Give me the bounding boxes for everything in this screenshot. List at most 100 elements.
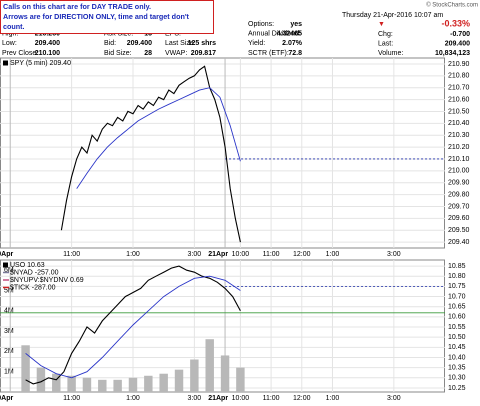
y-tick-label: 210.40 [448, 120, 470, 127]
panel-frame [0, 57, 445, 249]
y-tick-label: 10.40 [448, 354, 466, 361]
y2-tick-label: 4M [4, 308, 14, 315]
y-tick-label: 210.00 [448, 168, 470, 175]
field-label: Bid Size: [104, 50, 132, 57]
x-tick-label: 21Apr [208, 251, 228, 258]
volume-bar [236, 367, 245, 392]
field-value: 210.250 [35, 31, 60, 38]
field-value: yes [290, 21, 302, 28]
volume-bar [67, 375, 76, 392]
x-tick-label: 3:00 [188, 251, 202, 258]
volume-bar [98, 379, 107, 392]
y-tick-label: 10.75 [448, 283, 466, 290]
field-value: 13 [144, 31, 152, 38]
x-tick-label: 3:00 [387, 395, 401, 402]
volume-bar [174, 369, 184, 392]
y-tick-label: 10.55 [448, 324, 466, 331]
legend-label: USO 10.63 [10, 262, 45, 269]
field-value: 209.400 [445, 41, 470, 48]
field-value: -0.700 [450, 31, 470, 38]
y-tick-label: 10.80 [448, 273, 466, 280]
copyright: © StockCharts.com [426, 2, 478, 9]
volume-bar [36, 367, 46, 392]
x-tick-label: 1:00 [126, 251, 140, 258]
field-value: 10,834,123 [435, 50, 470, 57]
volume-bar [144, 375, 153, 392]
y2-tick-label: 5M [4, 287, 14, 294]
volume-bar [113, 379, 122, 392]
field-label: SCTR (ETF): [248, 50, 289, 57]
y2-tick-label: 1M [4, 369, 14, 376]
y-tick-label: 210.30 [448, 132, 470, 139]
legend-label: $NYUPV:$NYDNV 0.69 [10, 277, 84, 284]
y-tick-label: 209.40 [448, 239, 470, 246]
y-tick-label: 209.80 [448, 191, 470, 198]
volume-bar [21, 345, 30, 392]
volume-bar [128, 377, 138, 392]
field-value: 210.100 [35, 50, 60, 57]
y-tick-label: 209.60 [448, 215, 470, 222]
y-tick-label: 10.60 [448, 314, 466, 321]
field-value: 209.400 [35, 40, 60, 47]
field-label: Bid: [104, 40, 116, 47]
field-label: Last: [378, 41, 393, 48]
field-label: Options: [248, 21, 274, 28]
volume-bar [205, 339, 214, 392]
y-tick-label: 10.45 [448, 344, 466, 351]
field-label: Yield: [248, 40, 265, 47]
change-pct: -0.33% [441, 18, 470, 28]
field-label: Low: [2, 40, 17, 47]
field-value: 28 [144, 50, 152, 57]
y-tick-label: 10.35 [448, 364, 466, 371]
x-tick-label: 11:00 [63, 395, 80, 402]
legend-swatch [3, 262, 8, 268]
x-tick-label: 11:00 [63, 251, 80, 258]
series-line [60, 65, 241, 243]
field-label: Volume: [378, 50, 403, 57]
field-label: EPS: [165, 31, 181, 38]
field-value: 72.8 [288, 50, 302, 57]
down-arrow: ▼ [378, 21, 385, 28]
volume-bar [190, 359, 199, 392]
legend-label: SPY (5 min) 209.40 [10, 60, 71, 67]
volume-bar [220, 355, 230, 392]
field-label: Last Size: [165, 40, 196, 47]
series-line [76, 87, 241, 189]
field-label: VWAP: [165, 50, 187, 57]
field-label: Prev Close: [2, 50, 38, 57]
y-tick-label: 210.90 [448, 61, 470, 68]
x-tick-label: 1:00 [326, 395, 340, 402]
y-tick-label: 10.30 [448, 375, 466, 382]
notice: Calls on this chart are for DAY TRADE on… [0, 0, 214, 34]
volume-bar [159, 373, 168, 392]
x-tick-label: 20Apr [0, 395, 14, 402]
x-tick-label: 12:00 [293, 251, 311, 258]
x-tick-label: 3:00 [387, 251, 401, 258]
x-tick-label: 11:00 [263, 251, 280, 258]
field-label: High: [2, 31, 18, 38]
volume-bar [82, 377, 92, 392]
field-label: Chg: [378, 31, 393, 38]
notice-line: Arrows are for DIRECTION ONLY, time and … [3, 12, 189, 31]
notice-line: Calls on this chart are for DAY TRADE on… [3, 2, 152, 11]
x-tick-label: 12:00 [293, 395, 311, 402]
field-value: 2.07% [282, 40, 303, 47]
y-tick-label: 210.80 [448, 73, 470, 80]
y2-tick-label: 2M [4, 348, 14, 355]
y-tick-label: 210.70 [448, 85, 470, 92]
y-tick-label: 209.50 [448, 227, 470, 234]
y-tick-label: 209.90 [448, 180, 470, 187]
y-tick-label: 10.70 [448, 293, 466, 300]
y-tick-label: 210.50 [448, 108, 470, 115]
y-tick-label: 209.70 [448, 203, 470, 210]
y-tick-label: 10.50 [448, 334, 466, 341]
x-tick-label: 21Apr [208, 395, 228, 402]
field-label: Annual Dividend: [248, 31, 301, 38]
field-value: 4.32465 [277, 31, 302, 38]
x-tick-label: 11:00 [263, 395, 280, 402]
date: Thursday 21-Apr-2016 10:07 am [342, 12, 443, 19]
x-tick-label: 1:00 [126, 395, 140, 402]
legend-swatch [3, 60, 8, 66]
legend-label: $NYAD -257.00 [10, 269, 59, 276]
